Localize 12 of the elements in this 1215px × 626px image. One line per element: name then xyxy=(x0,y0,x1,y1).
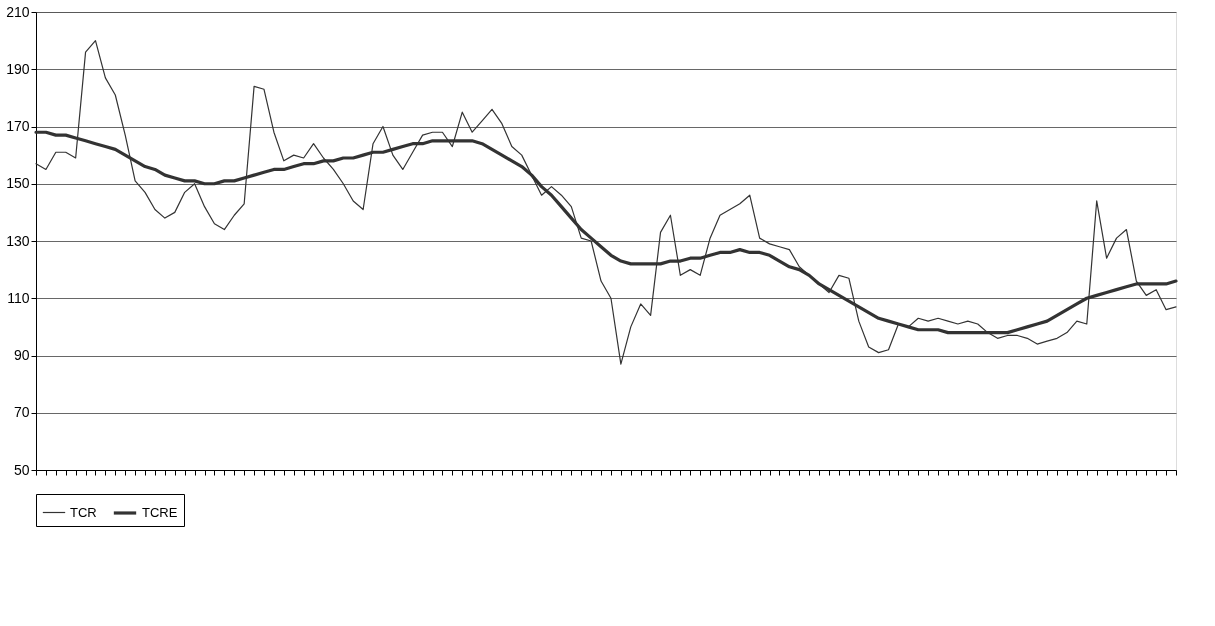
y-tick-label: 190 xyxy=(6,60,30,77)
y-tick-label: 150 xyxy=(6,175,30,192)
y-tick-label: 210 xyxy=(6,3,30,20)
legend-label: TCR xyxy=(70,504,97,520)
y-tick-label: 70 xyxy=(13,404,30,421)
y-tick-label: 50 xyxy=(13,461,30,478)
line-series xyxy=(35,40,1177,365)
y-tick-label: 170 xyxy=(6,118,30,134)
y-tick-label: 110 xyxy=(7,289,30,306)
y-tick-label: 90 xyxy=(13,347,30,363)
y-tick-label: 130 xyxy=(6,232,30,249)
legend-label: TCRE xyxy=(142,505,178,520)
